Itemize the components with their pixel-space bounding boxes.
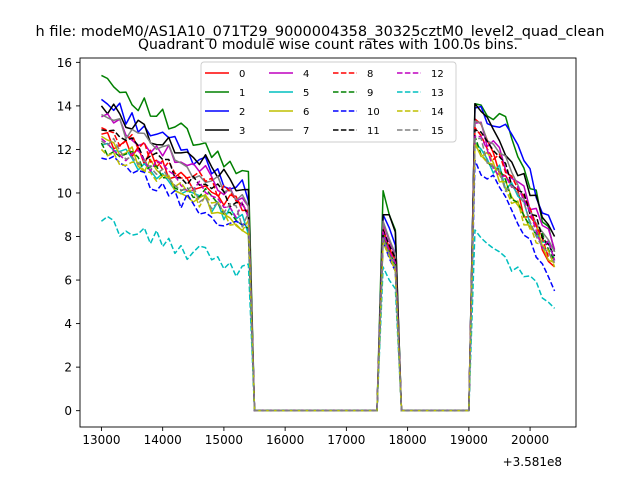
figure-suptitle: h file: modeM0/AS1A10_071T29_9000004358_… [36,24,605,40]
x-tick-label: 14000 [144,433,182,447]
legend-label-11: 11 [367,126,380,137]
series-line-10 [101,155,556,412]
legend-label-1: 1 [239,88,245,99]
x-tick-label: 13000 [82,433,120,447]
legend-label-8: 8 [367,69,373,80]
legend-label-4: 4 [303,69,309,80]
legend-label-10: 10 [367,107,380,118]
legend-label-9: 9 [367,88,373,99]
x-tick-label: 17000 [327,433,365,447]
legend-label-6: 6 [303,107,309,118]
legend-label-3: 3 [239,126,245,137]
y-tick-label: 14 [57,99,72,113]
x-axis: 13000 14000 15000 16000 17000 18000 19000 20000 [82,427,549,447]
y-axis: 0 2 4 6 8 10 12 14 16 [57,56,80,418]
y-tick-label: 12 [57,143,72,157]
y-tick-label: 2 [64,361,72,375]
axes-frame [79,57,577,428]
legend-label-2: 2 [239,107,245,118]
chart-title: Quadrant 0 module wise count rates with … [138,37,518,53]
x-tick-label: 20000 [511,433,549,447]
plot-area [79,57,577,428]
y-tick-label: 8 [64,230,72,244]
series-lines [100,74,556,412]
legend-label-0: 0 [239,69,245,80]
legend-label-13: 13 [431,88,444,99]
x-tick-label: 18000 [389,433,427,447]
legend-label-12: 12 [431,69,444,80]
x-axis-offset-label: +3.581e8 [503,455,562,469]
series-line-15 [100,137,556,412]
series-line-9 [100,135,556,412]
legend-label-7: 7 [303,126,309,137]
x-tick-label: 16000 [266,433,304,447]
y-tick-label: 10 [57,186,72,200]
series-line-8 [101,126,555,412]
legend-label-14: 14 [431,107,444,118]
y-tick-label: 0 [64,404,72,418]
legend-box [200,61,457,143]
y-tick-label: 4 [64,317,72,331]
legend-label-5: 5 [303,88,309,99]
legend-label-15: 15 [431,126,444,137]
y-tick-label: 6 [64,274,72,288]
y-tick-label: 16 [57,56,72,70]
x-tick-label: 15000 [205,433,243,447]
x-tick-label: 19000 [450,433,488,447]
